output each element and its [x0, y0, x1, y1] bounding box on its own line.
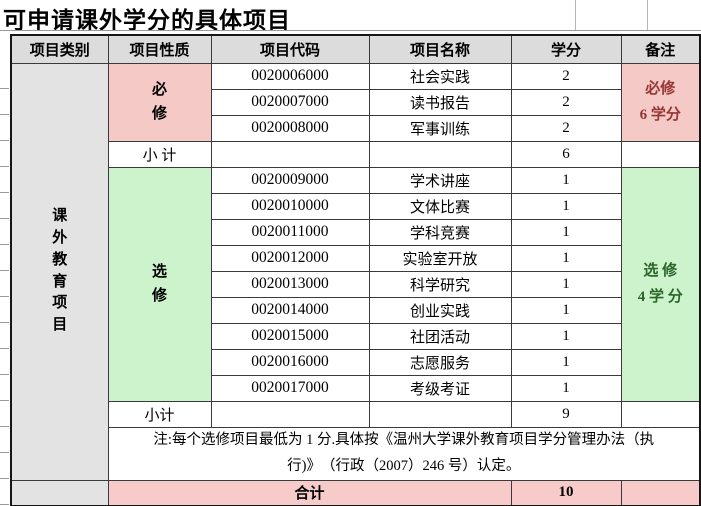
code-cell: 0020010000 [210, 192, 370, 220]
code-cell: 0020013000 [210, 270, 370, 298]
name-cell: 学科竞赛 [368, 218, 512, 246]
gridline-vertical-stub [647, 0, 648, 30]
elective-remark-cell: 选 修 4 学 分 [620, 166, 701, 402]
credit-cell: 2 [510, 62, 622, 90]
required-remark-cell: 必修 6 学分 [620, 62, 701, 142]
required-type-cell: 必 修 [107, 62, 212, 142]
subtotal-label-cell: 小计 [107, 400, 212, 428]
empty-cell [368, 140, 512, 168]
name-cell: 创业实践 [368, 296, 512, 324]
header-credit: 学分 [510, 34, 622, 64]
empty-cell [368, 400, 512, 428]
elective-subtotal-row: 小计 9 [11, 400, 701, 428]
header-project-name: 项目名称 [368, 34, 512, 64]
credit-cell: 1 [510, 166, 622, 194]
code-cell: 0020015000 [210, 322, 370, 350]
code-cell: 0020012000 [210, 244, 370, 272]
subtotal-label-cell: 小 计 [107, 140, 212, 168]
code-cell: 0020008000 [210, 114, 370, 142]
name-cell: 文体比赛 [368, 192, 512, 220]
note-row: 注:每个选修项目最低为 1 分.具体按《温州大学课外教育项目学分管理办法（执 行… [11, 426, 701, 481]
table-row: 0020007000 读书报告 2 [11, 88, 700, 116]
table-row: 0020014000 创业实践 1 [11, 296, 700, 324]
header-project-type: 项目性质 [107, 34, 212, 64]
table-row: 选 修 0020009000 学术讲座 1 选 修 4 学 分 [11, 166, 701, 402]
header-remark: 备注 [620, 34, 701, 64]
elective-type-cell: 选 修 [107, 166, 212, 402]
header-project-code: 项目代码 [210, 34, 370, 64]
code-cell: 0020007000 [210, 88, 370, 116]
note-cell: 注:每个选修项目最低为 1 分.具体按《温州大学课外教育项目学分管理办法（执 行… [107, 426, 701, 481]
name-cell: 考级考证 [368, 374, 512, 402]
code-cell: 0020014000 [210, 296, 370, 324]
table-row: 0020012000 实验室开放 1 [11, 244, 700, 272]
empty-cell [210, 140, 370, 168]
name-cell: 社团活动 [368, 322, 512, 350]
table-header-row: 项目类别 项目性质 项目代码 项目名称 学分 备注 [10, 34, 701, 64]
credit-cell: 1 [510, 374, 622, 402]
name-cell: 军事训练 [368, 114, 512, 142]
name-cell: 科学研究 [368, 270, 512, 298]
code-cell: 0020009000 [210, 166, 370, 194]
code-cell: 0020011000 [210, 218, 370, 246]
gridline-horizontal [0, 30, 701, 31]
credit-cell: 1 [510, 348, 622, 376]
gridline-vertical-stub [575, 0, 576, 30]
credit-cell: 1 [510, 192, 622, 220]
name-cell: 志愿服务 [368, 348, 512, 376]
table-row: 0020017000 考级考证 1 [11, 374, 700, 402]
subtotal-credit-cell: 6 [510, 140, 622, 168]
empty-cell [210, 400, 370, 428]
name-cell: 读书报告 [368, 88, 512, 116]
name-cell: 社会实践 [368, 62, 512, 90]
table-row: 0020016000 志愿服务 1 [11, 348, 700, 376]
table-row: 0020008000 军事训练 2 [11, 114, 700, 142]
subtotal-credit-cell: 9 [510, 400, 622, 428]
total-row: 合计 10 [10, 479, 701, 506]
total-label-cell: 合计 [107, 479, 512, 506]
credit-cell: 2 [510, 88, 622, 116]
credits-table: 项目类别 项目性质 项目代码 项目名称 学分 备注 课外教育项目 必 修 002… [10, 34, 701, 506]
empty-cell [620, 140, 701, 168]
empty-cell [10, 479, 109, 506]
credit-cell: 1 [510, 296, 622, 324]
category-vertical-label: 课外教育项目 [52, 208, 68, 333]
credit-cell: 1 [510, 218, 622, 246]
credit-cell: 2 [510, 114, 622, 142]
name-cell: 学术讲座 [368, 166, 512, 194]
credit-cell: 1 [510, 270, 622, 298]
credit-cell: 1 [510, 244, 622, 272]
row-gridline-ticks [0, 88, 9, 506]
table-row: 0020013000 科学研究 1 [11, 270, 700, 298]
empty-cell [620, 479, 701, 506]
required-subtotal-row: 小 计 6 [11, 140, 701, 168]
category-cell: 课外教育项目 [10, 62, 109, 481]
table-row: 0020010000 文体比赛 1 [11, 192, 700, 220]
code-cell: 0020016000 [210, 348, 370, 376]
code-cell: 0020006000 [210, 62, 370, 90]
credit-cell: 1 [510, 322, 622, 350]
code-cell: 0020017000 [210, 374, 370, 402]
total-credit-cell: 10 [510, 479, 622, 506]
empty-cell [620, 400, 701, 428]
table-row: 课外教育项目 必 修 0020006000 社会实践 2 必修 6 学分 [10, 62, 701, 481]
page-title: 可申请课外学分的具体项目 [3, 7, 291, 33]
name-cell: 实验室开放 [368, 244, 512, 272]
table-row: 0020011000 学科竞赛 1 [11, 218, 700, 246]
header-project-category: 项目类别 [10, 34, 109, 64]
